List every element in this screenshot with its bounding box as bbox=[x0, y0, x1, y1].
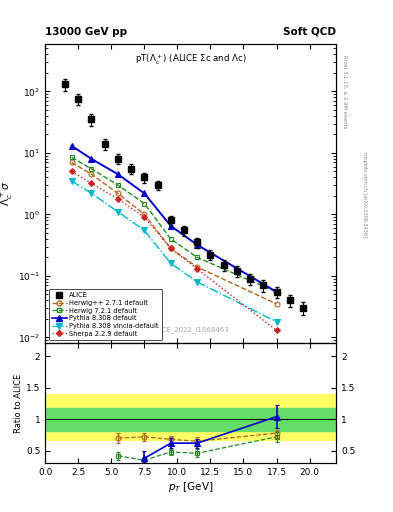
Herwig 7.2.1 default bbox=[89, 166, 94, 172]
Sherpa 2.2.9 default bbox=[195, 266, 200, 272]
Pythia 8.308 default bbox=[116, 171, 120, 177]
Herwig++ 2.7.1 default bbox=[142, 211, 147, 218]
Sherpa 2.2.9 default bbox=[89, 180, 94, 186]
Herwig++ 2.7.1 default bbox=[116, 190, 120, 197]
Herwig++ 2.7.1 default bbox=[89, 171, 94, 177]
Pythia 8.308 vincia-default bbox=[274, 318, 279, 325]
Text: ALICE_2022_I1868463: ALICE_2022_I1868463 bbox=[152, 326, 230, 333]
Pythia 8.308 vincia-default bbox=[89, 190, 94, 197]
Sherpa 2.2.9 default bbox=[274, 327, 279, 333]
Line: Pythia 8.308 default: Pythia 8.308 default bbox=[69, 143, 279, 295]
Sherpa 2.2.9 default bbox=[69, 168, 74, 175]
Pythia 8.308 default bbox=[69, 143, 74, 149]
Legend: ALICE, Herwig++ 2.7.1 default, Herwig 7.2.1 default, Pythia 8.308 default, Pythi: ALICE, Herwig++ 2.7.1 default, Herwig 7.… bbox=[48, 289, 162, 340]
Herwig 7.2.1 default bbox=[116, 182, 120, 188]
Bar bbox=[45, 394, 336, 440]
Pythia 8.308 vincia-default bbox=[69, 178, 74, 184]
Line: Herwig++ 2.7.1 default: Herwig++ 2.7.1 default bbox=[69, 160, 279, 306]
Text: Soft QCD: Soft QCD bbox=[283, 27, 336, 37]
Sherpa 2.2.9 default bbox=[116, 196, 120, 202]
Sherpa 2.2.9 default bbox=[142, 214, 147, 220]
Pythia 8.308 default bbox=[274, 289, 279, 295]
Line: Pythia 8.308 vincia-default: Pythia 8.308 vincia-default bbox=[69, 178, 279, 325]
Pythia 8.308 default bbox=[89, 156, 94, 162]
Pythia 8.308 default bbox=[169, 223, 173, 229]
Herwig 7.2.1 default bbox=[274, 289, 279, 295]
Herwig 7.2.1 default bbox=[69, 154, 74, 160]
Herwig++ 2.7.1 default bbox=[274, 301, 279, 307]
Herwig++ 2.7.1 default bbox=[69, 159, 74, 165]
Pythia 8.308 vincia-default bbox=[116, 209, 120, 215]
Line: Herwig 7.2.1 default: Herwig 7.2.1 default bbox=[69, 155, 279, 294]
Y-axis label: $\Lambda_c^+\sigma$: $\Lambda_c^+\sigma$ bbox=[0, 181, 15, 206]
Pythia 8.308 default bbox=[195, 242, 200, 248]
Herwig++ 2.7.1 default bbox=[195, 264, 200, 270]
X-axis label: $p_T$ [GeV]: $p_T$ [GeV] bbox=[168, 480, 213, 494]
Herwig 7.2.1 default bbox=[195, 254, 200, 261]
Pythia 8.308 vincia-default bbox=[169, 260, 173, 266]
Pythia 8.308 vincia-default bbox=[195, 279, 200, 285]
Sherpa 2.2.9 default bbox=[169, 245, 173, 251]
Herwig 7.2.1 default bbox=[169, 236, 173, 242]
Text: 13000 GeV pp: 13000 GeV pp bbox=[45, 27, 127, 37]
Bar bbox=[45, 408, 336, 431]
Text: pT($\Lambda_c^+$) (ALICE $\Sigma$c and $\Lambda$c): pT($\Lambda_c^+$) (ALICE $\Sigma$c and $… bbox=[135, 53, 246, 67]
Y-axis label: Ratio to ALICE: Ratio to ALICE bbox=[14, 374, 23, 433]
Text: Rivet 3.1.10, ≥ 2.9M events: Rivet 3.1.10, ≥ 2.9M events bbox=[342, 55, 347, 129]
Herwig 7.2.1 default bbox=[142, 201, 147, 207]
Text: mcplots.cern.ch [arXiv:1306.3436]: mcplots.cern.ch [arXiv:1306.3436] bbox=[362, 152, 367, 237]
Pythia 8.308 default bbox=[142, 190, 147, 197]
Pythia 8.308 vincia-default bbox=[142, 227, 147, 233]
Herwig++ 2.7.1 default bbox=[169, 245, 173, 251]
Line: Sherpa 2.2.9 default: Sherpa 2.2.9 default bbox=[70, 169, 279, 332]
